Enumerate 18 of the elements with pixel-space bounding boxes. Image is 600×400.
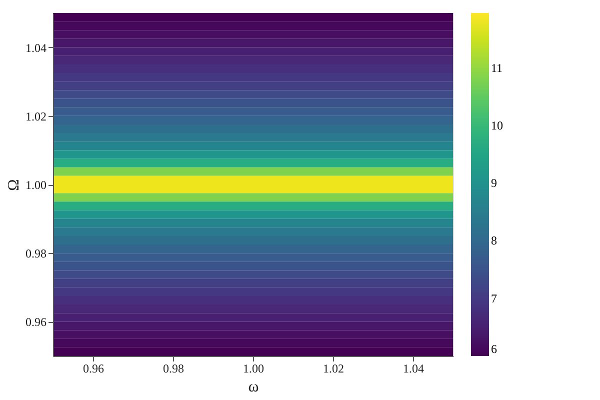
x-tick-label: 1.00	[243, 362, 264, 376]
y-tick-label: 1.02	[26, 109, 46, 124]
y-tick-label: 0.96	[26, 315, 46, 330]
x-axis-title: ω	[248, 378, 259, 396]
color-bar-label: 9	[491, 176, 497, 190]
color-bar-label: 10	[491, 118, 503, 132]
x-tick-label: 0.98	[163, 362, 184, 376]
y-tick-label: 1.00	[26, 178, 46, 192]
color-bar-label: 11	[491, 60, 503, 75]
x-tick-label: 1.04	[403, 362, 424, 376]
y-tick-label: 1.04	[26, 40, 46, 55]
color-bar-label: 6	[491, 342, 497, 356]
x-tick-label: 0.96	[83, 362, 104, 376]
y-axis-title: Ω	[6, 178, 22, 191]
y-tick-label: 0.98	[26, 246, 46, 261]
color-bar-label: 7	[491, 291, 497, 306]
x-tick-label: 1.02	[323, 362, 344, 376]
color-bar-label: 8	[491, 234, 497, 248]
